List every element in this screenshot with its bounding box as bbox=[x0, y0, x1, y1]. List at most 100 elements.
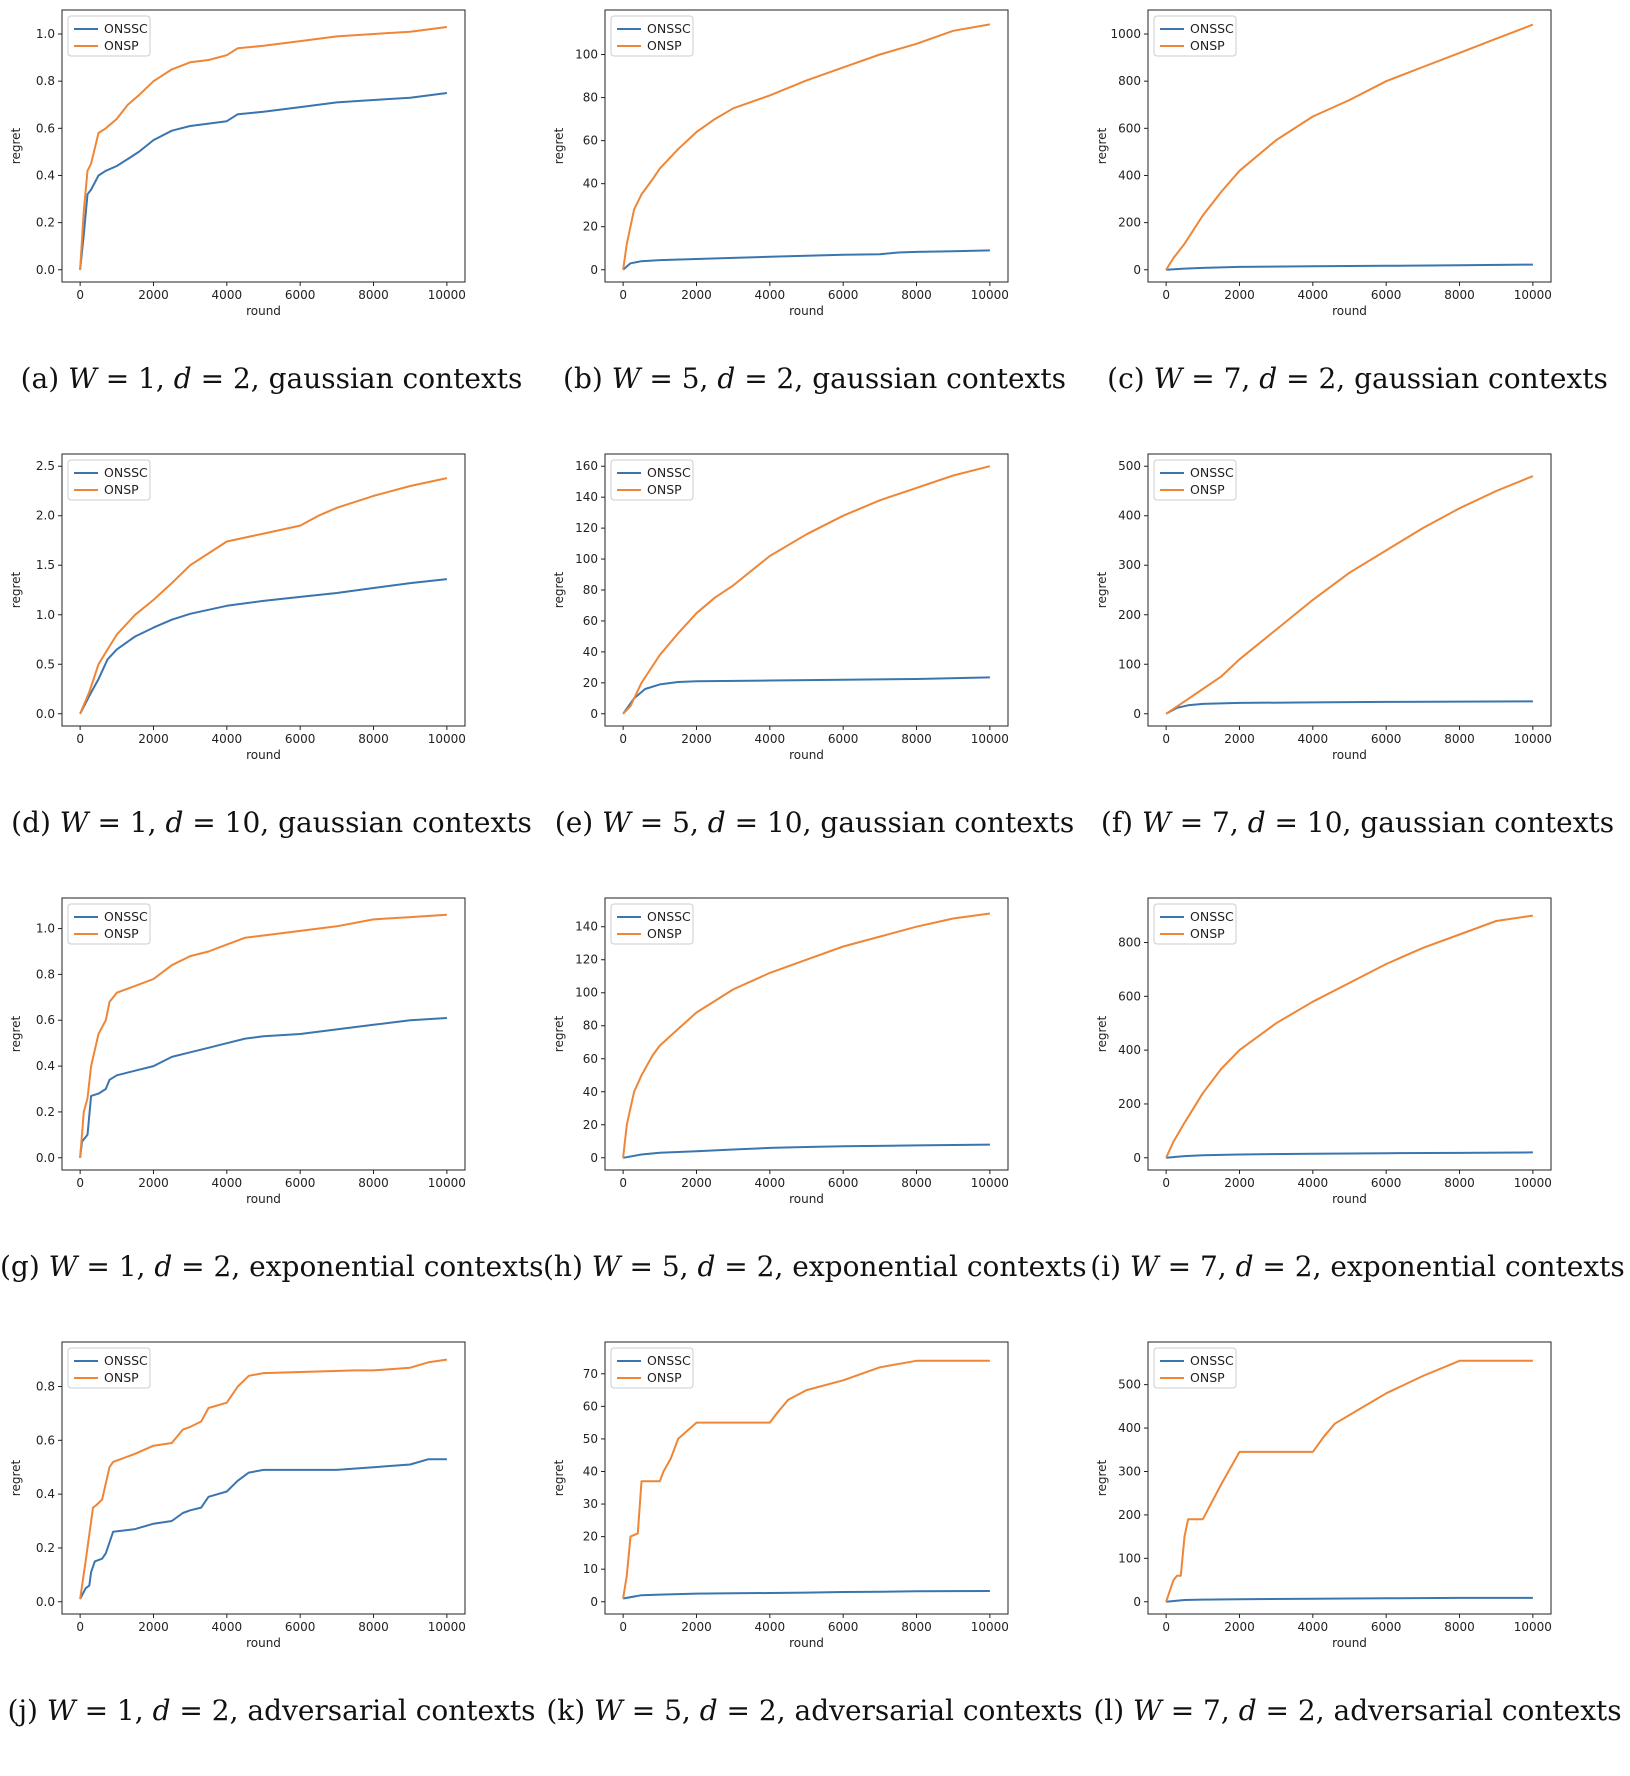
y-tick-label: 0 bbox=[590, 707, 598, 721]
chart-f: 0 2000 4000 6000 8000 10000 0 100 200 300 400 500 ro… bbox=[1095, 453, 1552, 762]
caption-d-value: = 10, bbox=[183, 806, 279, 839]
series-line-onsp bbox=[1165, 475, 1534, 715]
x-tick-label: 6000 bbox=[828, 288, 859, 302]
y-axis-label: regret bbox=[1095, 127, 1109, 164]
y-tick-label: 200 bbox=[1118, 1097, 1141, 1111]
legend-label-onssc: ONSSC bbox=[647, 909, 691, 924]
x-axis-label: round bbox=[789, 1192, 824, 1206]
y-tick-label: 200 bbox=[1118, 608, 1141, 622]
caption-d: (d) W = 1, d = 10, gaussian contexts bbox=[0, 806, 543, 839]
caption-label: (f) bbox=[1100, 806, 1143, 839]
caption-w-value: = 5, bbox=[622, 1694, 700, 1727]
legend: ONSSC ONSP bbox=[67, 1347, 151, 1389]
legend: ONSSC ONSP bbox=[1153, 459, 1237, 501]
x-tick-label: 8000 bbox=[1444, 732, 1475, 746]
caption-d: d bbox=[697, 1250, 716, 1283]
chart-panel-i: 0 2000 4000 6000 8000 10000 0 200 400 600 800 round… bbox=[1086, 888, 1629, 1332]
y-tick-label: 40 bbox=[583, 177, 598, 191]
x-axis-label: round bbox=[1332, 1192, 1367, 1206]
caption-context: exponential contexts bbox=[792, 1250, 1087, 1283]
legend: ONSSC ONSP bbox=[610, 459, 694, 501]
y-tick-label: 160 bbox=[575, 459, 598, 473]
y-tick-label: 2.5 bbox=[36, 459, 55, 473]
x-axis-label: round bbox=[789, 1636, 824, 1650]
x-tick-label: 8000 bbox=[1444, 1620, 1475, 1634]
caption-f: (f) W = 7, d = 10, gaussian contexts bbox=[1086, 806, 1629, 839]
x-axis-label: round bbox=[789, 748, 824, 762]
caption-w: W bbox=[602, 806, 631, 839]
y-tick-label: 0 bbox=[1133, 263, 1141, 277]
y-axis-label: regret bbox=[9, 571, 23, 608]
x-tick-label: 6000 bbox=[285, 732, 316, 746]
legend: ONSSC ONSP bbox=[67, 459, 151, 501]
y-tick-label: 1.0 bbox=[36, 922, 55, 936]
y-tick-label: 0.5 bbox=[36, 657, 55, 671]
x-tick-label: 0 bbox=[1162, 1176, 1170, 1190]
chart-a: 0 2000 4000 6000 8000 10000 0.0 0.2 0.4 0.6 0.8 1.0… bbox=[9, 9, 466, 318]
caption-label: (b) bbox=[563, 362, 612, 395]
series-line-onssc bbox=[1166, 263, 1533, 271]
x-tick-label: 10000 bbox=[971, 1176, 1009, 1190]
caption-w-value: = 7, bbox=[1158, 1250, 1236, 1283]
chart-panel-d: 0 2000 4000 6000 8000 10000 0.0 0.5 1.0 1.5 2.0 2.5… bbox=[0, 444, 543, 888]
x-axis-label: round bbox=[1332, 304, 1367, 318]
y-tick-label: 0.2 bbox=[36, 216, 55, 230]
caption-w-value: = 1, bbox=[77, 1250, 155, 1283]
legend-label-onssc: ONSSC bbox=[104, 465, 148, 480]
y-tick-label: 300 bbox=[1118, 1464, 1141, 1478]
chart-panel-f: 0 2000 4000 6000 8000 10000 0 100 200 300 400 500 ro… bbox=[1086, 444, 1629, 888]
caption-d-value: = 10, bbox=[725, 806, 821, 839]
legend-label-onsp: ONSP bbox=[104, 38, 139, 53]
caption-d-value: = 2, bbox=[170, 1694, 248, 1727]
caption-d-value: = 10, bbox=[1265, 806, 1361, 839]
y-tick-label: 120 bbox=[575, 953, 598, 967]
series-line-onsp bbox=[79, 913, 447, 1158]
legend: ONSSC ONSP bbox=[610, 1347, 694, 1389]
y-tick-label: 20 bbox=[583, 676, 598, 690]
legend-label-onssc: ONSSC bbox=[1190, 909, 1234, 924]
y-tick-label: 1000 bbox=[1110, 27, 1141, 41]
chart-l: 0 2000 4000 6000 8000 10000 0 100 200 300 400 500 ro… bbox=[1095, 1341, 1552, 1650]
y-tick-label: 0.6 bbox=[36, 1013, 55, 1027]
y-tick-label: 400 bbox=[1118, 168, 1141, 182]
y-tick-label: 0 bbox=[1133, 1151, 1141, 1165]
legend-label-onssc: ONSSC bbox=[104, 21, 148, 36]
y-tick-label: 120 bbox=[575, 521, 598, 535]
x-tick-label: 10000 bbox=[428, 288, 466, 302]
series-line-onsp bbox=[79, 477, 448, 715]
caption-label: (l) bbox=[1093, 1694, 1134, 1727]
x-tick-label: 2000 bbox=[1224, 288, 1255, 302]
y-axis-label: regret bbox=[1095, 1459, 1109, 1496]
x-tick-label: 2000 bbox=[1224, 732, 1255, 746]
chart-panel-l: 0 2000 4000 6000 8000 10000 0 100 200 300 400 500 ro… bbox=[1086, 1332, 1629, 1776]
x-tick-label: 2000 bbox=[681, 1620, 712, 1634]
y-tick-label: 70 bbox=[583, 1367, 598, 1381]
x-tick-label: 6000 bbox=[1371, 1176, 1402, 1190]
legend-label-onssc: ONSSC bbox=[104, 1353, 148, 1368]
y-tick-label: 0 bbox=[590, 1151, 598, 1165]
chart-c: 0 2000 4000 6000 8000 10000 0 200 400 600 800 1000 r… bbox=[1095, 9, 1552, 318]
x-tick-label: 8000 bbox=[358, 1620, 389, 1634]
caption-d: d bbox=[699, 1694, 718, 1727]
y-tick-label: 0 bbox=[1133, 1595, 1141, 1609]
y-tick-label: 140 bbox=[575, 490, 598, 504]
y-tick-label: 500 bbox=[1118, 459, 1141, 473]
y-tick-label: 200 bbox=[1118, 216, 1141, 230]
caption-label: (k) bbox=[546, 1694, 595, 1727]
x-tick-label: 2000 bbox=[681, 288, 712, 302]
y-axis-label: regret bbox=[1095, 1015, 1109, 1052]
series-line-onssc bbox=[79, 1458, 447, 1600]
caption-context: adversarial contexts bbox=[247, 1694, 536, 1727]
x-tick-label: 4000 bbox=[1298, 1620, 1329, 1634]
x-tick-label: 4000 bbox=[212, 732, 243, 746]
caption-w: W bbox=[1133, 1694, 1162, 1727]
chart-panel-h: 0 2000 4000 6000 8000 10000 0 20 40 60 80 100 120 140… bbox=[543, 888, 1087, 1332]
caption-label: (h) bbox=[543, 1250, 592, 1283]
y-tick-label: 40 bbox=[583, 1464, 598, 1478]
caption-w: W bbox=[1142, 806, 1171, 839]
x-axis-label: round bbox=[246, 1192, 281, 1206]
legend-label-onssc: ONSSC bbox=[104, 909, 148, 924]
x-tick-label: 10000 bbox=[1514, 288, 1552, 302]
y-tick-label: 800 bbox=[1118, 74, 1141, 88]
series-line-onsp bbox=[79, 1358, 448, 1600]
